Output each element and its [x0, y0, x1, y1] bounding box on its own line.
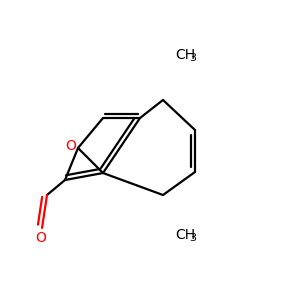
Text: 3: 3 [189, 53, 196, 63]
Text: CH: CH [175, 228, 195, 242]
Text: CH: CH [175, 48, 195, 62]
Text: O: O [66, 139, 76, 153]
Text: 3: 3 [189, 233, 196, 243]
Text: O: O [36, 231, 46, 245]
